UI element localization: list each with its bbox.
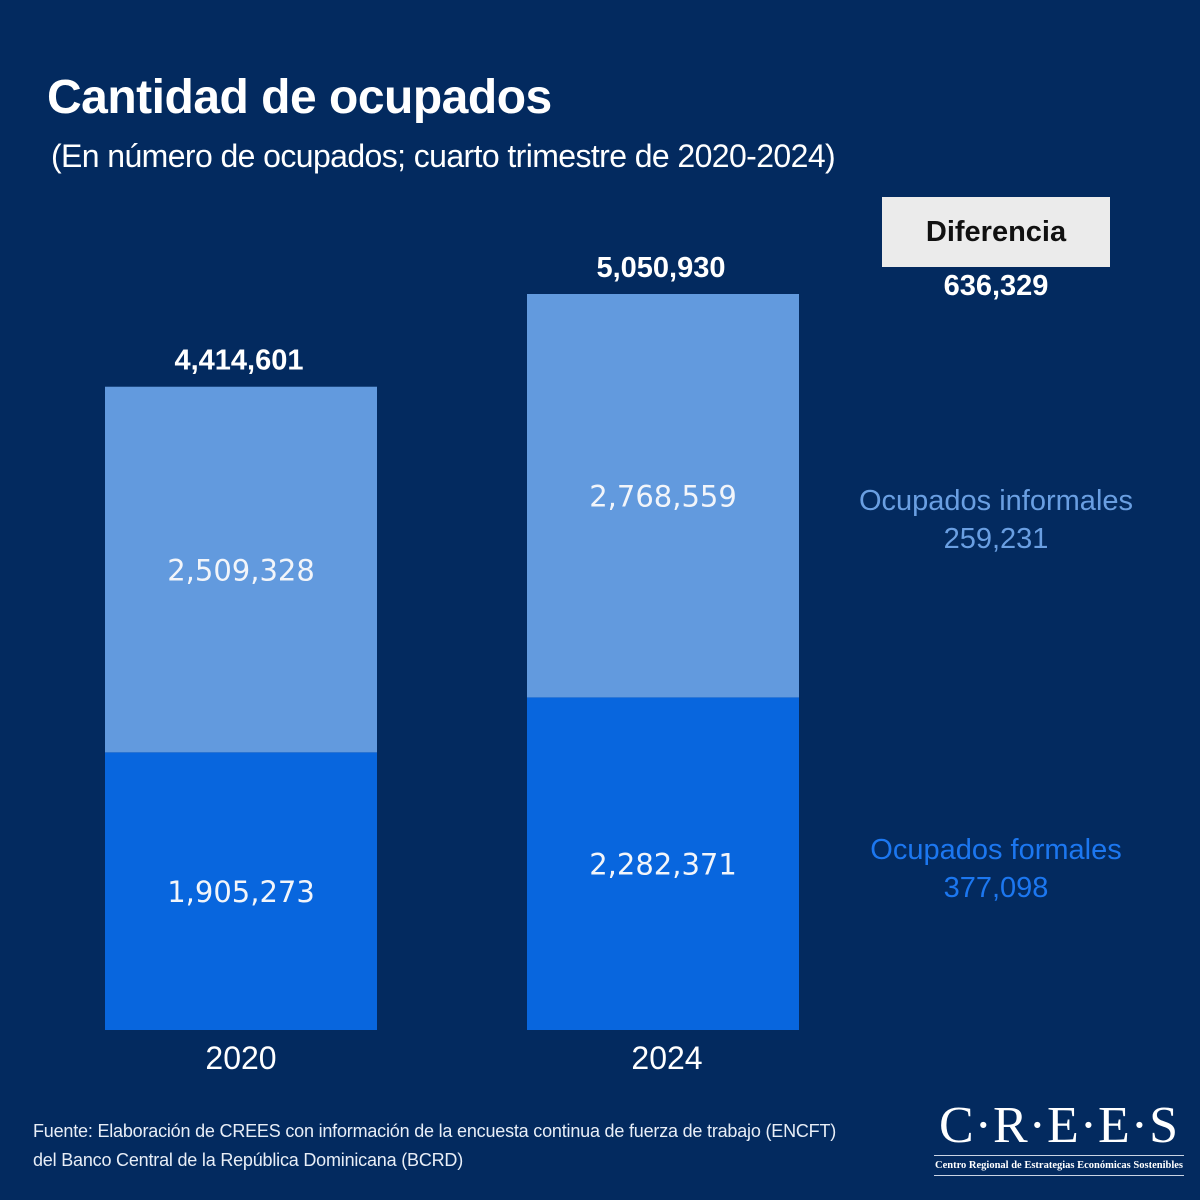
chart-subtitle: (En número de ocupados; cuarto trimestre… <box>51 138 836 174</box>
difference-header: Diferencia <box>882 197 1110 267</box>
data-label-informal-2024: 2,768,559 <box>589 480 737 514</box>
logo-divider <box>934 1155 1184 1156</box>
total-label-2020: 4,414,601 <box>174 345 303 377</box>
data-label-formal-2020: 1,905,273 <box>167 875 315 909</box>
formal-difference-value: 377,098 <box>943 872 1049 904</box>
bar-formal-2024 <box>527 697 799 1030</box>
difference-total: 636,329 <box>943 270 1049 302</box>
logo-wordmark: C·R·E·E·S <box>938 1097 1180 1154</box>
x-tick-label-2024: 2024 <box>631 1040 702 1076</box>
x-tick-label-2020: 2020 <box>205 1040 276 1076</box>
informal-difference: Ocupados informales 259,231 <box>826 482 1166 558</box>
bar-informal-2020 <box>105 386 377 753</box>
total-label-2024: 5,050,930 <box>596 252 725 284</box>
formal-difference-label: Ocupados formales <box>870 834 1122 866</box>
crees-logo: C·R·E·E·S Centro Regional de Estrategias… <box>934 1097 1184 1176</box>
logo-divider <box>934 1175 1184 1176</box>
data-label-formal-2024: 2,282,371 <box>589 848 737 882</box>
logo-tagline: Centro Regional de Estrategias Económica… <box>934 1160 1183 1171</box>
bar-formal-2020 <box>105 752 377 1030</box>
chart-title: Cantidad de ocupados <box>47 71 552 124</box>
source-note: Fuente: Elaboración de CREES con informa… <box>33 1121 837 1170</box>
data-label-informal-2020: 2,509,328 <box>167 554 315 588</box>
informal-difference-value: 259,231 <box>943 523 1049 555</box>
bar-informal-2024 <box>527 294 799 698</box>
informal-difference-label: Ocupados informales <box>858 485 1134 517</box>
stacked-bar-chart: 1,905,273 2,509,328 4,414,601 2020 2,282,371… <box>105 252 799 1076</box>
formal-difference: Ocupados formales 377,098 <box>826 831 1166 907</box>
